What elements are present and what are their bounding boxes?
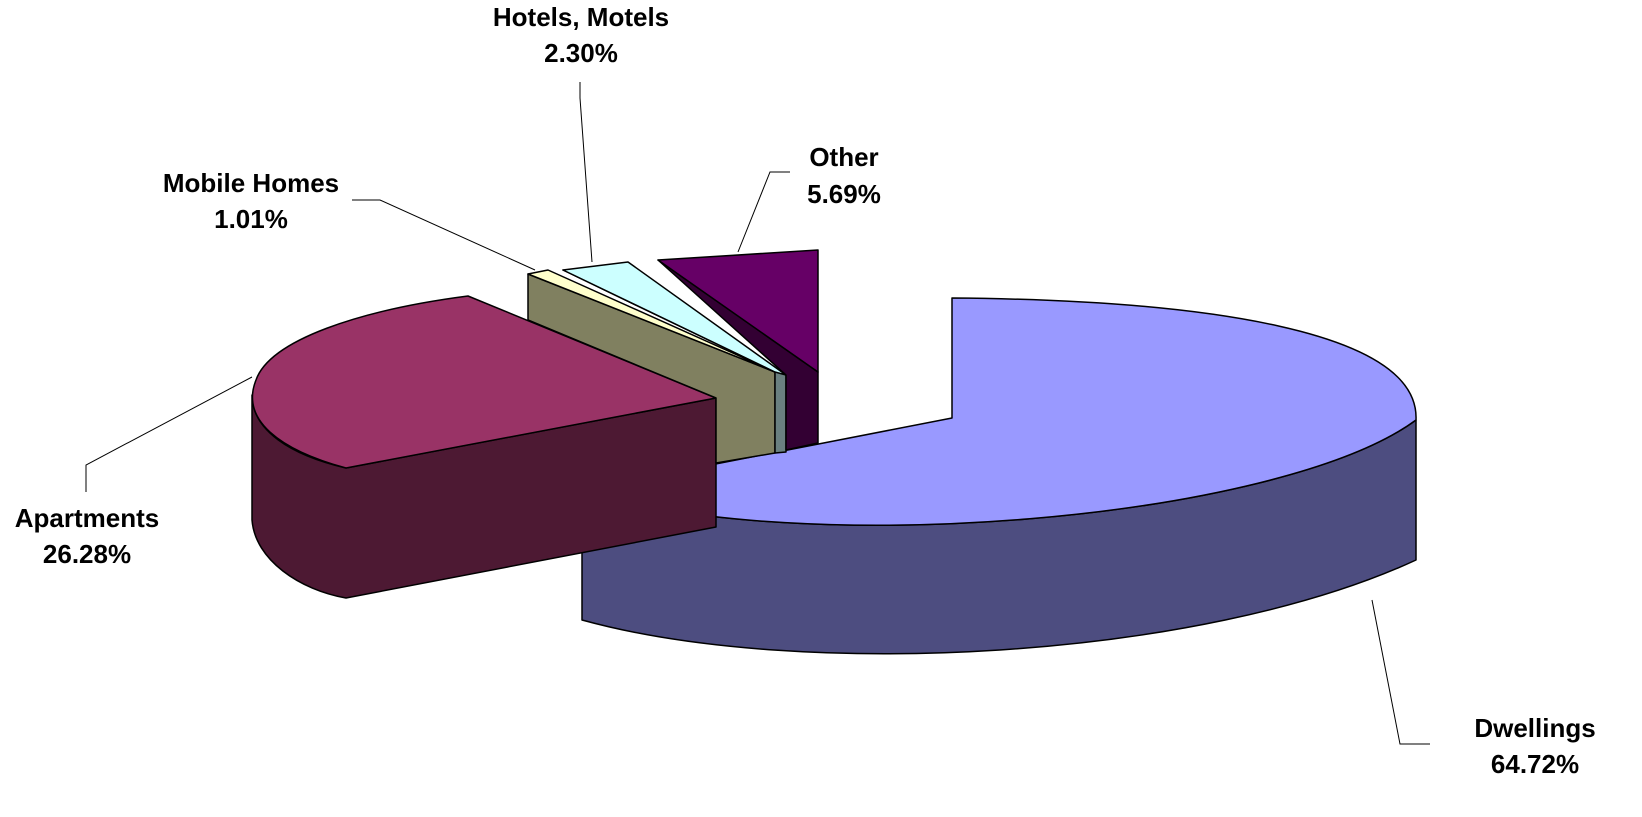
label-mobile-homes: Mobile Homes — [163, 168, 339, 198]
label-hotels-motels: Hotels, Motels — [493, 2, 669, 32]
leader-dwellings — [1371, 599, 1430, 745]
leader-other — [737, 171, 790, 253]
slice-apartments — [251, 295, 717, 599]
slice-dwellings-top — [581, 297, 1417, 526]
label-other: Other — [809, 142, 878, 172]
value-hotels-motels: 2.30% — [544, 38, 618, 68]
value-mobile-homes: 1.01% — [214, 204, 288, 234]
slice-apartments-top — [251, 295, 717, 469]
slice-mobile-homes — [527, 269, 776, 373]
value-apartments: 26.28% — [43, 539, 131, 569]
label-dwellings: Dwellings — [1474, 713, 1595, 743]
leader-hotels-motels — [579, 82, 593, 263]
slice-dwellings — [581, 297, 1417, 655]
leader-apartments — [85, 376, 253, 492]
leader-mobile-homes — [352, 199, 536, 271]
slice-other-top — [657, 249, 819, 373]
value-other: 5.69% — [807, 179, 881, 209]
slice-other — [657, 249, 819, 451]
value-dwellings: 64.72% — [1491, 749, 1579, 779]
label-apartments: Apartments — [15, 503, 159, 533]
slice-mobile-homes-top — [527, 269, 776, 373]
